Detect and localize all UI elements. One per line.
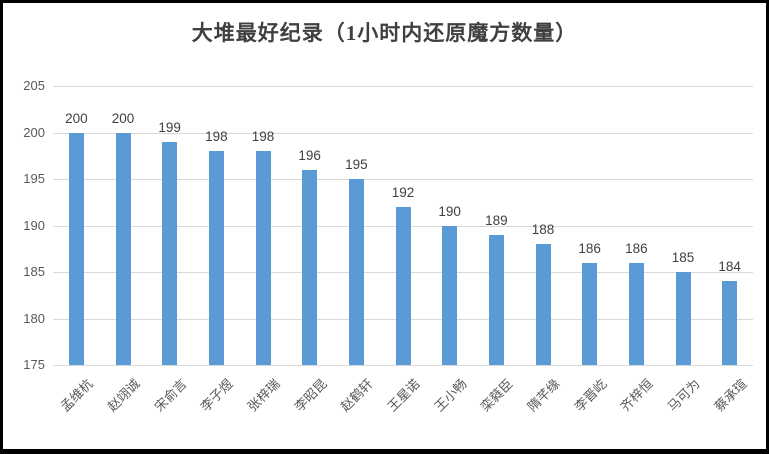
y-tick-label: 175 (23, 357, 45, 372)
plot-area (53, 86, 753, 366)
bar-value-label: 198 (251, 129, 275, 145)
bar (628, 262, 644, 365)
bar (302, 169, 318, 365)
y-tick-label: 190 (23, 217, 45, 233)
bar-value-label: 195 (345, 157, 368, 172)
gridline (53, 179, 753, 180)
bar (582, 262, 598, 365)
bar-value-label: 198 (205, 129, 228, 145)
bar (488, 234, 504, 365)
gridline (53, 86, 753, 87)
gridline (53, 132, 753, 134)
y-tick-label: 195 (23, 171, 45, 186)
bar (675, 272, 691, 365)
gridline (53, 365, 753, 366)
bar-value-label: 190 (438, 203, 461, 219)
bar-value-label: 196 (298, 147, 321, 163)
y-tick-label: 180 (23, 310, 45, 326)
bar-value-label: 186 (578, 240, 601, 256)
y-tick-label: 200 (23, 124, 45, 140)
bar (722, 281, 738, 365)
bar (115, 132, 131, 365)
y-tick-label: 205 (23, 78, 45, 93)
bar (442, 225, 458, 365)
bar-value-label: 200 (65, 110, 88, 126)
bar-value-label: 199 (158, 119, 181, 135)
bar-value-label: 188 (531, 222, 555, 238)
bar (255, 151, 271, 365)
bar (68, 132, 84, 365)
bar-value-label: 189 (485, 212, 508, 228)
bar-value-label: 186 (625, 240, 648, 256)
bar (162, 141, 178, 365)
bar-value-label: 200 (111, 110, 135, 126)
bar (208, 151, 224, 365)
bar-value-label: 184 (718, 259, 741, 275)
bar (535, 244, 551, 365)
y-tick-label: 185 (23, 264, 45, 279)
bar (395, 206, 411, 365)
bar-value-label: 192 (391, 184, 415, 200)
chart-title: 大堆最好纪录（1小时内还原魔方数量） (191, 21, 578, 45)
bar (348, 179, 364, 365)
bar-value-label: 185 (671, 250, 695, 265)
